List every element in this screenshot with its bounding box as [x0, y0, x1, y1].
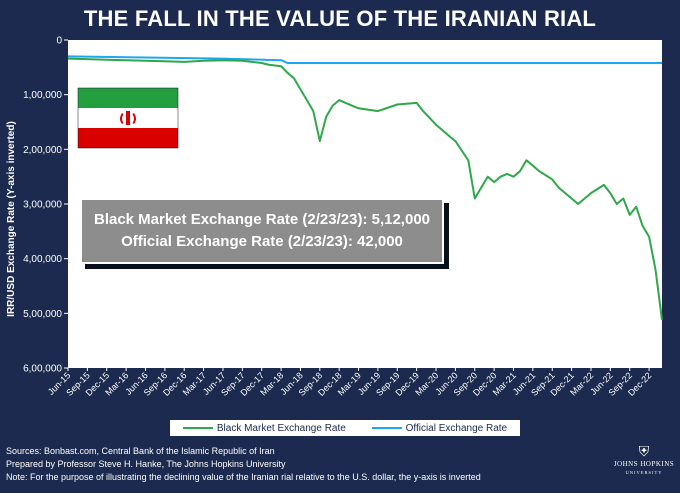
- exchange-rate-callout: Black Market Exchange Rate (2/23/23): 5,…: [80, 198, 444, 264]
- footer-sources: Sources: Bonbast.com, Central Bank of th…: [6, 446, 275, 456]
- legend-label-black-market: Black Market Exchange Rate: [216, 422, 346, 434]
- footer: Sources: Bonbast.com, Central Bank of th…: [6, 445, 481, 484]
- y-tick-label: 2,00,000: [23, 145, 62, 156]
- shield-icon: ⛨: [638, 445, 650, 460]
- callout-black-market: Black Market Exchange Rate (2/23/23): 5,…: [93, 211, 430, 228]
- y-axis-label: IRR/USD Exchange Rate (Y-axis inverted): [6, 121, 17, 317]
- y-tick-label: 5,00,000: [23, 309, 62, 320]
- legend-swatch-official: [371, 427, 402, 429]
- logo-name: JOHNS HOPKINS: [613, 460, 675, 468]
- legend-label-official: Official Exchange Rate: [405, 422, 508, 434]
- y-tick-label: 0: [56, 36, 62, 47]
- logo-subtitle: UNIVERSITY: [625, 470, 663, 475]
- footer-note: Note: For the purpose of illustrating th…: [6, 472, 481, 482]
- johns-hopkins-logo: ⛨ JOHNS HOPKINS UNIVERSITY: [612, 446, 676, 476]
- callout-official: Official Exchange Rate (2/23/23): 42,000: [121, 233, 403, 250]
- y-tick-label: 4,00,000: [23, 254, 62, 265]
- legend-item-black-market: Black Market Exchange Rate: [182, 422, 346, 434]
- page-title: THE FALL IN THE VALUE OF THE IRANIAN RIA…: [83, 6, 597, 31]
- footer-prepared: Prepared by Professor Steve H. Hanke, Th…: [6, 459, 286, 469]
- legend: Black Market Exchange Rate Official Exch…: [170, 420, 520, 436]
- iran-flag-icon: [77, 87, 179, 149]
- series-line-black-market: [67, 57, 663, 321]
- series-line-official: [67, 55, 662, 64]
- y-tick-label: 3,00,000: [23, 200, 62, 211]
- legend-swatch-black-market: [182, 427, 213, 429]
- legend-item-official: Official Exchange Rate: [371, 422, 508, 434]
- y-tick-label: 1,00,000: [23, 90, 62, 101]
- y-tick-label: 6,00,000: [23, 364, 62, 375]
